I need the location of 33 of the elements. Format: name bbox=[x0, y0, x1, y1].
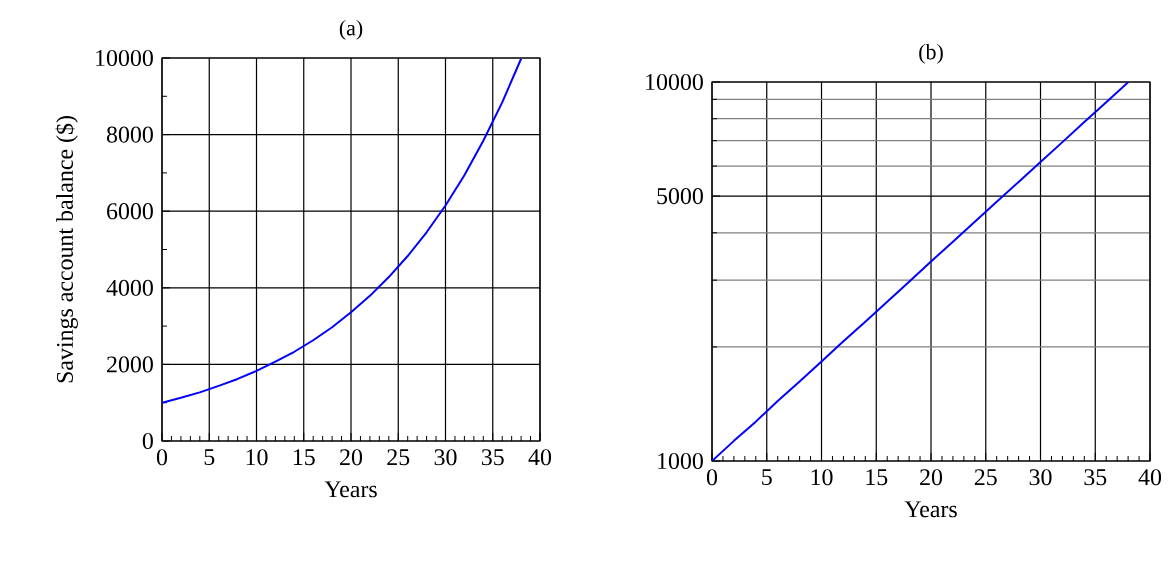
x-tick-label: 25 bbox=[387, 449, 410, 466]
line-series bbox=[162, 58, 523, 404]
x-tick-label: 15 bbox=[293, 449, 315, 466]
x-tick-label: 40 bbox=[528, 449, 552, 466]
x-tick-label: 0 bbox=[706, 469, 718, 486]
x-tick-label: 0 bbox=[156, 449, 168, 466]
x-tick-label: 20 bbox=[340, 449, 363, 466]
y-tick-label: 1000 bbox=[658, 452, 703, 470]
x-tick-label: 10 bbox=[811, 469, 833, 486]
y-tick-label: 0 bbox=[142, 432, 153, 450]
y-tick-label: 10000 bbox=[96, 49, 153, 67]
x-tick-label: 30 bbox=[434, 449, 457, 466]
x-axis-title: Years bbox=[904, 501, 957, 518]
x-tick-label: 30 bbox=[1029, 469, 1052, 486]
y-axis-title: Savings account balance ($) bbox=[55, 116, 78, 383]
y-tick-label: 2000 bbox=[107, 356, 153, 373]
x-tick-label: 5 bbox=[204, 449, 215, 466]
y-tick-label: 5000 bbox=[657, 188, 703, 205]
x-tick-label: 35 bbox=[481, 449, 504, 466]
x-tick-label: 5 bbox=[762, 469, 772, 486]
y-tick-label: 8000 bbox=[106, 126, 153, 143]
x-tick-label: 40 bbox=[1138, 469, 1162, 486]
x-tick-label: 35 bbox=[1084, 469, 1107, 486]
y-tick-label: 6000 bbox=[107, 203, 153, 220]
x-tick-label: 25 bbox=[974, 469, 997, 486]
chart-title: (b) bbox=[919, 43, 943, 64]
chart-title: (a) bbox=[339, 19, 363, 40]
x-tick-label: 20 bbox=[920, 469, 943, 486]
x-tick-label: 10 bbox=[246, 449, 268, 466]
x-axis-title: Years bbox=[324, 481, 377, 498]
y-tick-label: 10000 bbox=[646, 73, 703, 91]
x-tick-label: 15 bbox=[866, 469, 888, 486]
y-tick-label: 4000 bbox=[106, 279, 153, 296]
